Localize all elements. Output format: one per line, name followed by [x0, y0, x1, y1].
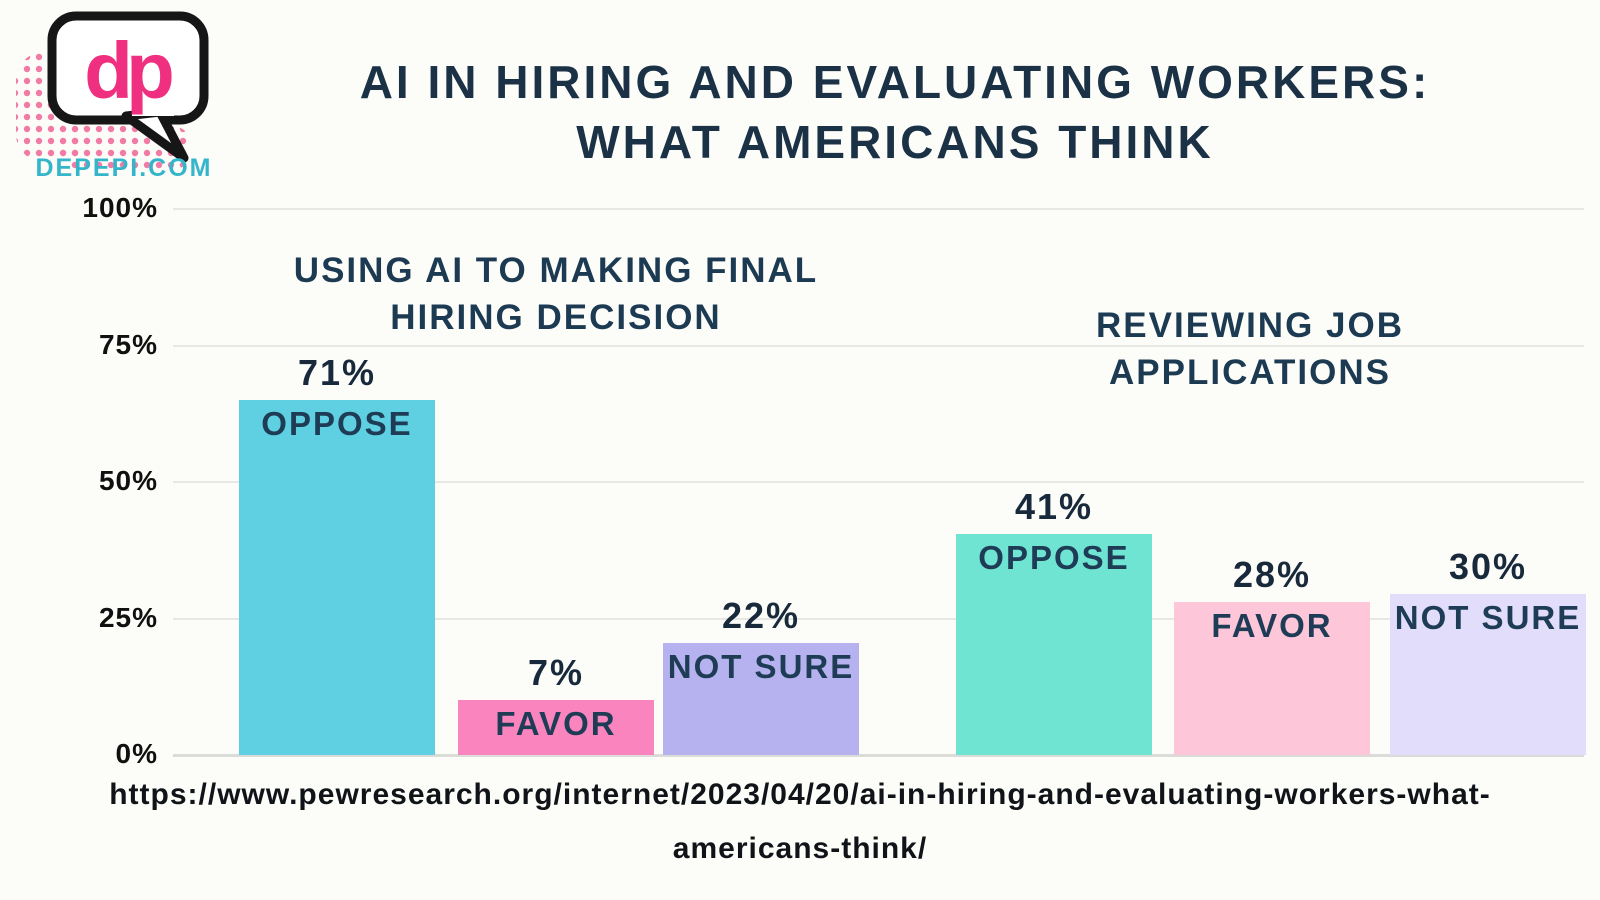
bar-slot-not-sure: 22% NOT SURE	[663, 595, 859, 755]
bar-value-label: 30%	[1448, 546, 1528, 587]
y-axis-tick-label: 50%	[98, 465, 158, 496]
bar-category-label: FAVOR	[1211, 607, 1333, 644]
group-title-line: USING AI TO MAKING FINAL	[293, 251, 819, 290]
gridline	[173, 208, 1584, 210]
logo-monogram: dp	[84, 26, 172, 115]
bar-slot-favor: 28% FAVOR	[1174, 554, 1370, 755]
bar-category-label: OPPOSE	[978, 539, 1130, 576]
y-axis-tick-label: 0%	[115, 738, 158, 769]
y-axis-tick-label: 25%	[98, 601, 158, 633]
speech-bubble-icon: dp DEPEPI.COM	[16, 11, 213, 182]
bar-category-label: FAVOR	[495, 705, 617, 742]
bar-slot-favor: 7% FAVOR	[458, 652, 654, 755]
logo-wordmark: DEPEPI.COM	[36, 154, 213, 182]
bar-value-label: 71%	[297, 352, 377, 393]
bar: NOT SURE	[1390, 594, 1586, 755]
group-title-final-hiring-decision: USING AI TO MAKING FINAL HIRING DECISION	[256, 247, 856, 341]
bar-value-label: 7%	[527, 652, 585, 693]
bar-value-label: 22%	[721, 595, 801, 636]
gridline	[173, 344, 1584, 347]
bar-value-label: 41%	[1014, 486, 1094, 527]
depepi-logo: dp DEPEPI.COM	[10, 4, 230, 199]
bar-slot-oppose: 41% OPPOSE	[956, 486, 1152, 755]
y-axis-tick-label: 75%	[98, 328, 158, 360]
gridline	[173, 481, 1584, 483]
bar: FAVOR	[458, 700, 654, 755]
page-title-line1: AI IN HIRING AND EVALUATING WORKERS:	[359, 56, 1431, 108]
bar-category-label: NOT SURE	[1394, 599, 1582, 636]
bar: NOT SURE	[663, 643, 859, 755]
gridline	[173, 617, 1584, 620]
bar-category-label: NOT SURE	[667, 648, 855, 685]
page-title-line2: WHAT AMERICANS THINK	[576, 116, 1214, 168]
source-url-line2: americans-think/	[672, 832, 928, 865]
group-title-line: REVIEWING JOB APPLICATIONS	[1096, 306, 1404, 392]
bar-slot-oppose: 71% OPPOSE	[239, 352, 435, 755]
bar-slot-not-sure: 30% NOT SURE	[1390, 546, 1586, 755]
group-title-reviewing-applications: REVIEWING JOB APPLICATIONS	[950, 302, 1550, 396]
bar-value-label: 28%	[1232, 554, 1312, 595]
source-url: https://www.pewresearch.org/internet/202…	[0, 768, 1600, 876]
bar-category-label: OPPOSE	[261, 405, 413, 442]
gridline	[173, 754, 1584, 757]
bar: FAVOR	[1174, 602, 1370, 755]
source-url-line1: https://www.pewresearch.org/internet/202…	[109, 778, 1491, 811]
bar: OPPOSE	[956, 534, 1152, 755]
y-axis-tick-label: 100%	[82, 192, 158, 223]
bar: OPPOSE	[239, 400, 435, 755]
group-title-line: HIRING DECISION	[390, 298, 722, 337]
page-title: AI IN HIRING AND EVALUATING WORKERS: WHA…	[295, 52, 1495, 172]
